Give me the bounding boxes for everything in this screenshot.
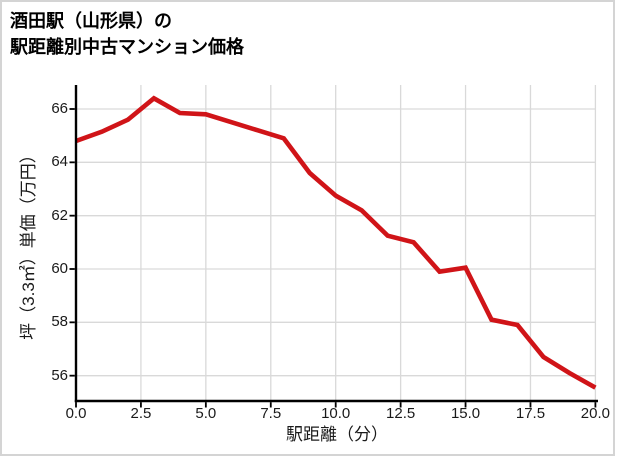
x-axis-label: 駅距離（分） bbox=[286, 425, 388, 444]
chart-title-line1: 酒田駅（山形県）の bbox=[10, 11, 172, 31]
y-tick-label: 56 bbox=[51, 366, 68, 384]
x-tick-label: 2.5 bbox=[130, 405, 152, 422]
y-tick-label: 66 bbox=[51, 100, 68, 117]
chart-title-line2: 駅距離別中古マンション価格 bbox=[10, 37, 244, 57]
y-axis-label: 坪（3.3㎡）単価（万円） bbox=[19, 146, 38, 340]
chart-title: 酒田駅（山形県）の 駅距離別中古マンション価格 bbox=[10, 8, 244, 60]
x-tick-label: 10.0 bbox=[321, 405, 351, 422]
y-tick-label: 64 bbox=[51, 153, 68, 171]
y-tick-label: 58 bbox=[51, 313, 68, 331]
y-tick-label: 62 bbox=[51, 206, 68, 224]
x-tick-label: 7.5 bbox=[260, 405, 282, 422]
y-tick-label: 60 bbox=[51, 260, 68, 277]
price-line-series bbox=[75, 95, 597, 390]
x-tick-label: 15.0 bbox=[450, 405, 481, 422]
x-tick-label: 0.0 bbox=[65, 405, 87, 422]
x-tick-label: 12.5 bbox=[386, 405, 416, 422]
x-tick-label: 5.0 bbox=[195, 405, 217, 422]
x-tick-label: 17.5 bbox=[515, 405, 546, 422]
x-tick-label: 20.0 bbox=[580, 405, 610, 422]
chart-card bbox=[0, 0, 615, 456]
